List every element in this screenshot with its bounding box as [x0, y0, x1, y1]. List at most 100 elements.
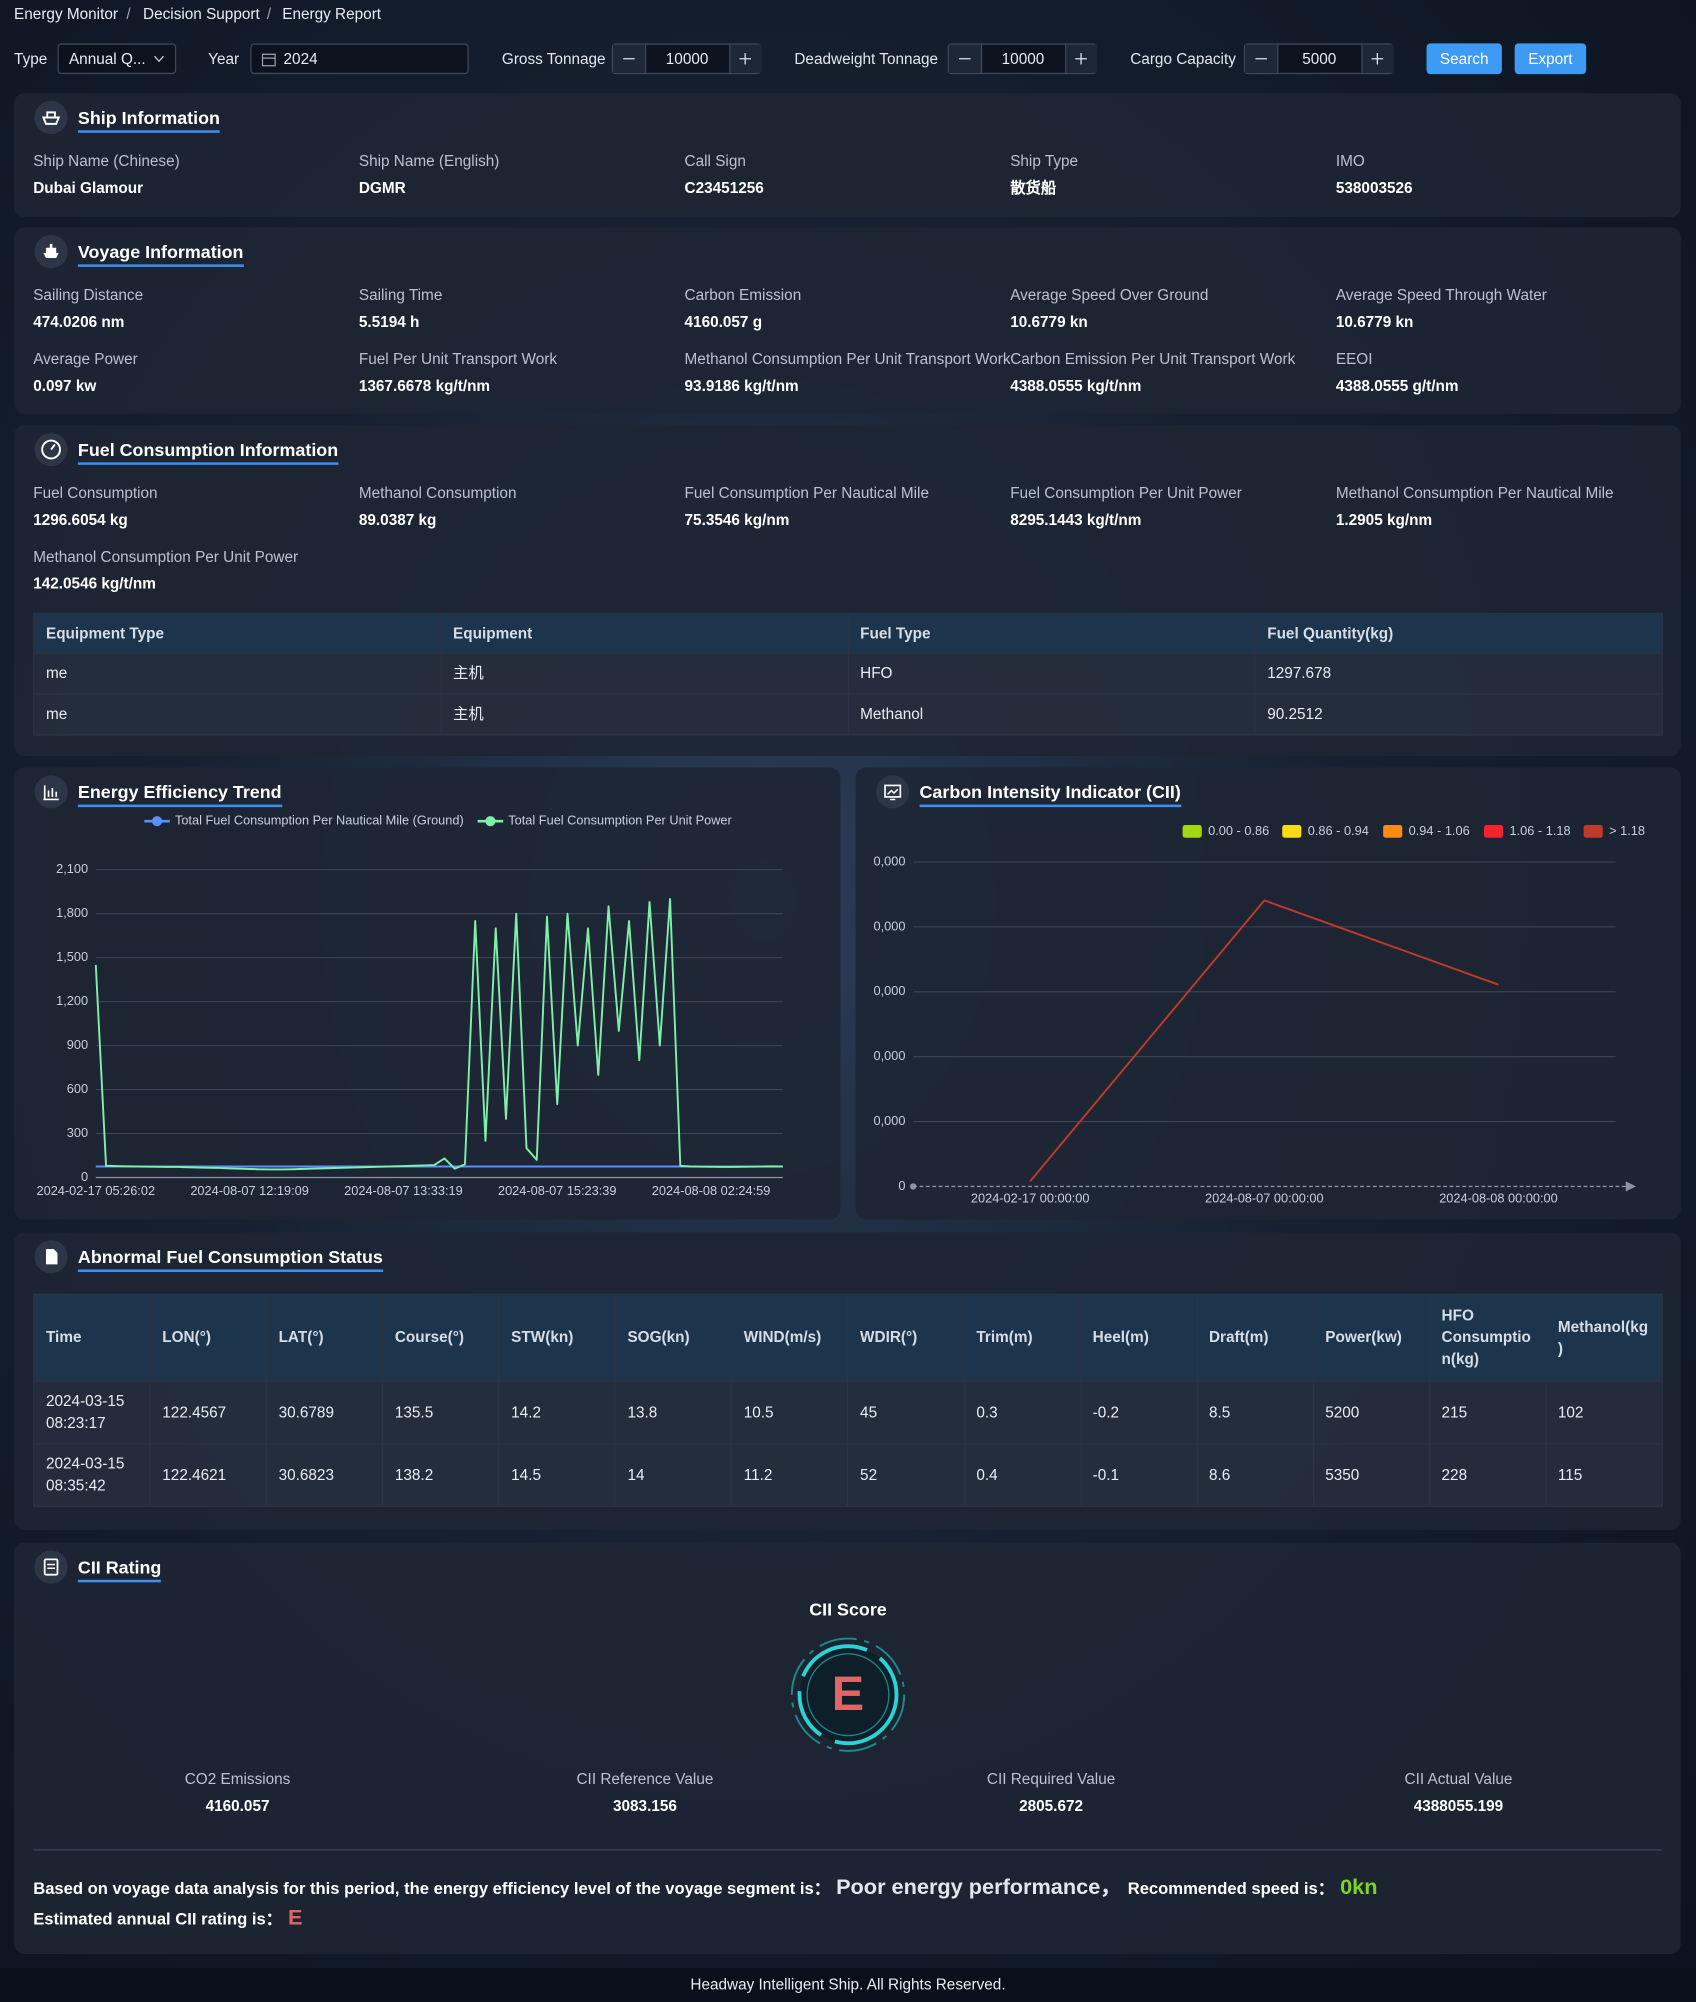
field-label: Ship Name (English): [358, 151, 500, 170]
y-tick-label: 0,000: [874, 1113, 906, 1128]
search-button[interactable]: Search: [1426, 43, 1502, 75]
field-label: Methanol Consumption Per Nautical Mile: [1335, 484, 1614, 502]
field-value: 1367.6678 kg/t/nm: [358, 376, 491, 395]
y-tick-label: 0,000: [874, 1048, 906, 1063]
breadcrumb-separator: /: [266, 5, 272, 23]
breadcrumb-item[interactable]: Decision Support: [143, 5, 260, 23]
column-header: Methanol(kg): [1545, 1293, 1663, 1382]
y-tick-label: 1,200: [56, 993, 88, 1008]
column-header: LON(°): [149, 1293, 268, 1382]
y-tick-label: 600: [67, 1081, 88, 1096]
data-line: [94, 898, 783, 1171]
x-tick-label: 2024-08-07 13:33:19: [344, 1183, 463, 1198]
table-cell: 8.6: [1196, 1443, 1314, 1507]
table-cell: Methanol: [847, 693, 1256, 736]
section-icon: [34, 775, 68, 809]
table-cell: -0.1: [1079, 1443, 1198, 1507]
field-value: 1.2905 kg/nm: [1335, 510, 1433, 529]
table-cell: me: [33, 652, 442, 695]
legend-label: Total Fuel Consumption Per Nautical Mile…: [175, 813, 464, 828]
field-value: 4388.0555 g/t/nm: [1335, 376, 1459, 395]
column-header: Trim(m): [963, 1293, 1082, 1382]
increment-button[interactable]: [1065, 44, 1098, 73]
abnormal-card: Abnormal Fuel Consumption Status Time LON…: [14, 1232, 1681, 1530]
field-value: 4388.0555 kg/t/nm: [1010, 376, 1142, 395]
x-tick-label: 2024-08-08 02:24:59: [652, 1183, 771, 1198]
breadcrumb-separator: /: [126, 5, 131, 23]
decrement-button[interactable]: [948, 44, 983, 73]
table-cell: 102: [1545, 1380, 1663, 1445]
table-cell: 52: [847, 1443, 965, 1507]
metric-label: CII Reference Value: [576, 1770, 714, 1788]
divider: [33, 1849, 1662, 1851]
column-header: WDIR(°): [847, 1293, 965, 1382]
filter-label: Cargo Capacity: [1130, 49, 1236, 68]
section-title: CII Rating: [77, 1557, 162, 1583]
decrement-button[interactable]: [1245, 44, 1279, 73]
legend-marker: [485, 816, 496, 827]
field-label: Fuel Per Unit Transport Work: [358, 349, 558, 368]
number-stepper: 10000: [611, 43, 762, 75]
field-value: 5.5194 h: [358, 312, 420, 331]
table-cell: 122.4567: [149, 1380, 268, 1445]
conclusion-text: Based on voyage data analysis for this p…: [33, 1878, 831, 1898]
year-picker[interactable]: 2024: [250, 43, 469, 75]
number-stepper: 10000: [947, 43, 1098, 75]
column-header: HFO Consumption(kg): [1428, 1293, 1547, 1382]
field-label: Sailing Distance: [33, 286, 144, 304]
filter-label: Year: [208, 49, 240, 68]
section-title: Ship Information: [77, 107, 220, 133]
table-cell: HFO: [847, 652, 1256, 695]
table-cell: me: [33, 693, 442, 736]
table-cell: 14: [614, 1443, 733, 1507]
field-label: Average Power: [33, 349, 138, 368]
section-title: Fuel Consumption Information: [77, 439, 339, 465]
field-label: Call Sign: [684, 151, 746, 170]
section-title: Abnormal Fuel Consumption Status: [77, 1246, 383, 1272]
field-label: Carbon Emission: [684, 286, 802, 304]
field-value: 10.6779 kn: [1335, 312, 1414, 331]
performance-level: Poor energy performance，: [836, 1874, 1123, 1900]
legend-label: 0.94 - 1.06: [1409, 823, 1470, 838]
energy-efficiency-chart: 0 300 600 900 1,200 1,500 1,800 2,100 2024-02-17…: [37, 813, 783, 1198]
footer: Headway Intelligent Ship. All Rights Res…: [0, 1968, 1696, 2002]
field-label: Fuel Consumption Per Unit Power: [1010, 484, 1242, 502]
field-value: Dubai Glamour: [33, 178, 144, 197]
field-value: 0.097 kw: [33, 376, 97, 395]
y-tick-label: 1,500: [56, 949, 88, 964]
field-value: C23451256: [684, 178, 764, 197]
table-cell: 122.4621: [149, 1443, 268, 1507]
export-button[interactable]: Export: [1514, 43, 1587, 75]
column-header: SOG(kn): [614, 1293, 733, 1382]
table-cell: 14.5: [498, 1443, 616, 1507]
data-line: [1029, 899, 1499, 1182]
x-tick-label: 2024-08-07 15:23:39: [498, 1183, 617, 1198]
column-header: LAT(°): [265, 1293, 384, 1382]
energy-efficiency-panel: Energy Efficiency Trend 0 300 600 900 1,200 1…: [14, 767, 841, 1220]
cii-panel: Carbon Intensity Indicator (CII) 0 0,000 0…: [855, 767, 1681, 1220]
axis-start: [909, 1183, 917, 1190]
metric-label: CII Required Value: [986, 1770, 1116, 1788]
breadcrumb-item[interactable]: Energy Monitor: [14, 5, 118, 23]
increment-button[interactable]: [729, 44, 762, 73]
legend-label: 1.06 - 1.18: [1510, 823, 1571, 838]
recommended-speed: 0kn: [1340, 1874, 1378, 1900]
y-tick-label: 1,800: [56, 905, 88, 920]
table-cell: 10.5: [730, 1380, 849, 1445]
y-tick-label: 0,000: [874, 853, 906, 868]
legend-swatch: [1282, 825, 1302, 838]
table-cell: 0.3: [963, 1380, 1082, 1445]
field-label: Methanol Consumption: [358, 484, 517, 502]
table-cell: 0.4: [963, 1443, 1082, 1507]
conclusion-line: Estimated annual CII rating is： E: [33, 1904, 302, 1933]
column-header: Heel(m): [1079, 1293, 1198, 1382]
type-select[interactable]: Annual Q...: [57, 43, 177, 75]
increment-button[interactable]: [1361, 44, 1394, 73]
table-cell: 115: [1545, 1443, 1663, 1507]
field-label: EEOI: [1335, 349, 1373, 368]
legend-label: Total Fuel Consumption Per Unit Power: [508, 813, 732, 828]
decrement-button[interactable]: [613, 44, 647, 73]
x-tick-label: 2024-02-17 05:26:02: [37, 1183, 156, 1198]
cii-chart: 0 0,000 0,000 0,000 0,000 0,000 2024-02-17 00:…: [874, 823, 1645, 1206]
